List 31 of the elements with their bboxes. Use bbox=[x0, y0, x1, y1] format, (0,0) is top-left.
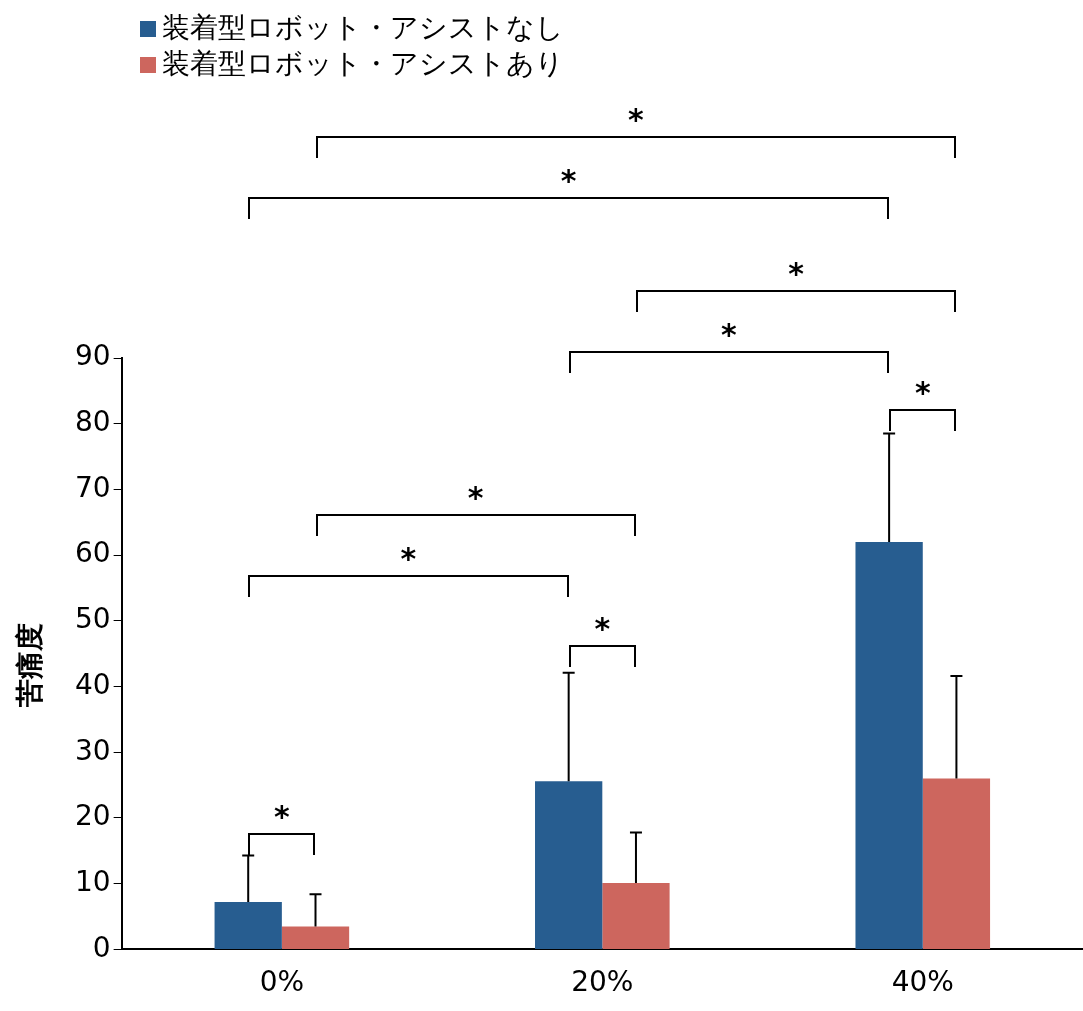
legend-label: 装着型ロボット・アシストあり bbox=[161, 46, 564, 82]
legend-label: 装着型ロボット・アシストなし bbox=[161, 10, 564, 46]
text: * bbox=[788, 256, 805, 291]
y-tick-label: 40 bbox=[74, 667, 111, 701]
annotation: * bbox=[594, 611, 611, 646]
y-tick-label: 80 bbox=[74, 404, 111, 438]
x-tick-label: 20% bbox=[571, 965, 634, 999]
y-tick-label: 10 bbox=[74, 864, 111, 898]
annotation: * bbox=[400, 541, 417, 576]
text: * bbox=[628, 102, 644, 137]
annotation: * bbox=[467, 480, 484, 515]
bar bbox=[281, 926, 350, 949]
text: * bbox=[721, 317, 737, 352]
y-tick-label: 0 bbox=[92, 930, 111, 964]
bar bbox=[602, 883, 670, 949]
bar bbox=[922, 778, 991, 949]
y-tick-label: 50 bbox=[74, 602, 111, 636]
bar bbox=[855, 541, 923, 949]
x-tick-label: 40% bbox=[891, 965, 954, 999]
y-axis-title: 苦痛度 bbox=[12, 623, 47, 707]
annotation: * bbox=[914, 375, 931, 410]
text: * bbox=[560, 163, 577, 198]
y-tick-label: 90 bbox=[74, 339, 111, 373]
y-tick-label: 20 bbox=[74, 799, 111, 833]
annotation: * bbox=[273, 799, 290, 834]
x-tick-label: 0% bbox=[259, 965, 305, 999]
bar bbox=[214, 902, 282, 949]
y-tick-label: 70 bbox=[74, 470, 111, 504]
bar bbox=[535, 781, 603, 949]
y-tick-label: 30 bbox=[74, 733, 111, 767]
y-tick-label: 60 bbox=[74, 536, 111, 570]
